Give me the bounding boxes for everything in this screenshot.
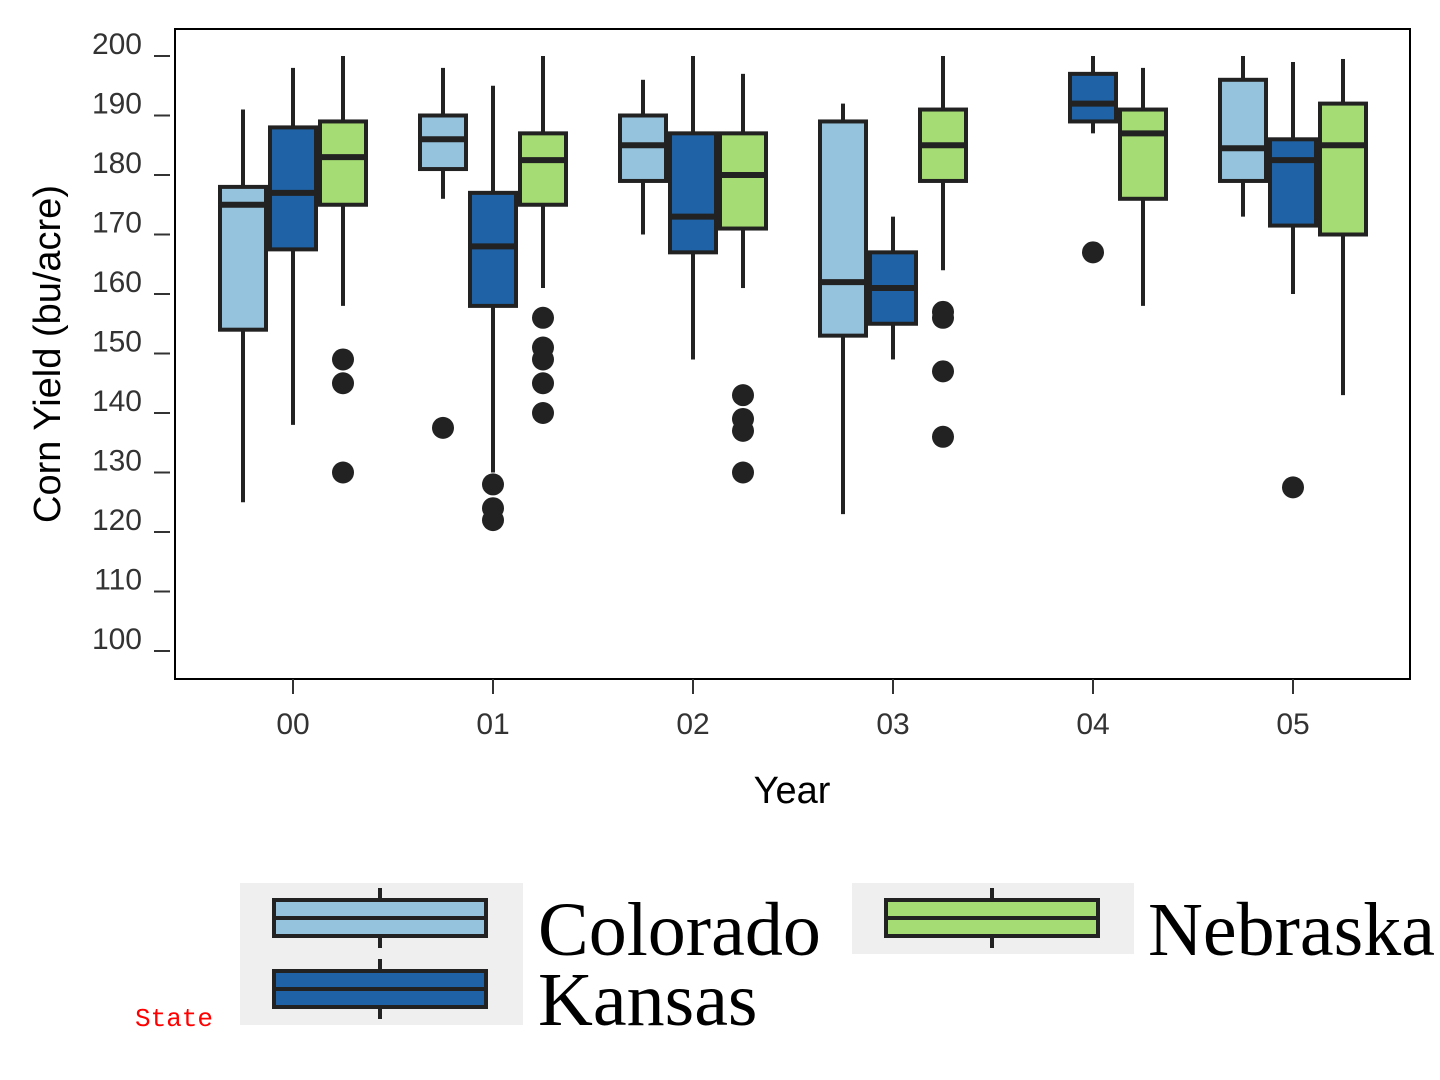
- box-colorado-05: [1218, 56, 1268, 217]
- y-tick-label: 130: [92, 445, 142, 478]
- box-colorado-03: [818, 103, 868, 515]
- outlier-point: [532, 348, 554, 371]
- box-kansas-04: [1068, 56, 1118, 264]
- box-kansas-03: [868, 216, 918, 360]
- box-iqr: [718, 131, 768, 231]
- y-tick-label: 200: [92, 28, 142, 61]
- legend-key-kansas: [272, 959, 488, 1019]
- x-axis: 00 01 02 03 04 05: [276, 679, 1310, 741]
- legend-label-kansas: Kansas: [538, 958, 758, 1042]
- outlier-point: [1282, 476, 1304, 499]
- outlier-point: [932, 306, 954, 329]
- box-kansas-02: [668, 56, 718, 360]
- outlier-point: [732, 419, 754, 442]
- y-tick-label: 160: [92, 266, 142, 299]
- box-nebraska-04: [1118, 67, 1168, 306]
- box-kansas-00: [268, 67, 318, 425]
- x-tick-label: 02: [676, 708, 709, 741]
- box-iqr: [1068, 71, 1118, 124]
- boxplot-marks: [218, 56, 1368, 532]
- legend-key-colorado: [272, 888, 488, 948]
- outlier-point: [1082, 241, 1104, 264]
- y-tick-label: 190: [92, 88, 142, 121]
- box-nebraska-02: [718, 73, 768, 484]
- outlier-point: [432, 416, 454, 439]
- y-tick-label: 150: [92, 326, 142, 359]
- outlier-point: [932, 425, 954, 448]
- box-iqr: [668, 131, 718, 255]
- outlier-point: [532, 402, 554, 424]
- box-iqr: [1218, 77, 1268, 183]
- box-nebraska-03: [918, 56, 968, 448]
- box-colorado-01: [418, 67, 468, 439]
- box-colorado-00: [218, 109, 268, 503]
- y-tick-label: 140: [92, 385, 142, 418]
- outlier-point: [332, 372, 354, 395]
- outlier-point: [732, 461, 754, 484]
- legend-title: State: [135, 1004, 213, 1034]
- x-tick-label: 03: [876, 708, 909, 741]
- y-tick-label: 180: [92, 147, 142, 180]
- box-iqr: [268, 125, 318, 252]
- box-iqr: [518, 131, 568, 207]
- box-nebraska-00: [318, 56, 368, 484]
- outlier-point: [332, 348, 354, 371]
- box-iqr: [318, 119, 368, 207]
- legend-label-colorado: Colorado: [538, 888, 821, 972]
- y-axis: 100 110 120 130 140 150 160 170 180 190 200: [92, 28, 170, 656]
- x-tick-label: 01: [476, 708, 509, 741]
- legend-label-nebraska: Nebraska: [1148, 888, 1435, 972]
- box-iqr: [218, 184, 268, 332]
- outlier-point: [482, 473, 504, 496]
- y-axis-title: Corn Yield (bu/acre): [27, 185, 69, 523]
- box-iqr: [1118, 107, 1168, 201]
- x-axis-title: Year: [754, 770, 831, 812]
- outlier-point: [532, 372, 554, 395]
- box-kansas-01: [468, 85, 518, 532]
- outlier-point: [332, 461, 354, 484]
- box-colorado-02: [618, 79, 668, 235]
- x-tick-label: 04: [1076, 708, 1109, 741]
- y-tick-label: 120: [92, 504, 142, 537]
- box-iqr: [1318, 101, 1368, 237]
- box-nebraska-01: [518, 56, 568, 424]
- box-kansas-05: [1268, 61, 1318, 499]
- y-tick-label: 170: [92, 207, 142, 240]
- box-iqr: [1268, 137, 1318, 228]
- x-tick-label: 05: [1276, 708, 1309, 741]
- plot-frame: [174, 28, 1411, 680]
- y-tick-label: 110: [94, 564, 142, 597]
- outlier-point: [732, 384, 754, 407]
- legend-key-nebraska: [884, 888, 1100, 948]
- outlier-point: [482, 509, 504, 532]
- x-tick-label: 00: [276, 708, 309, 741]
- y-tick-label: 100: [92, 623, 142, 656]
- box-nebraska-05: [1318, 58, 1368, 396]
- box-iqr: [818, 119, 868, 338]
- outlier-point: [932, 360, 954, 383]
- outlier-point: [532, 306, 554, 329]
